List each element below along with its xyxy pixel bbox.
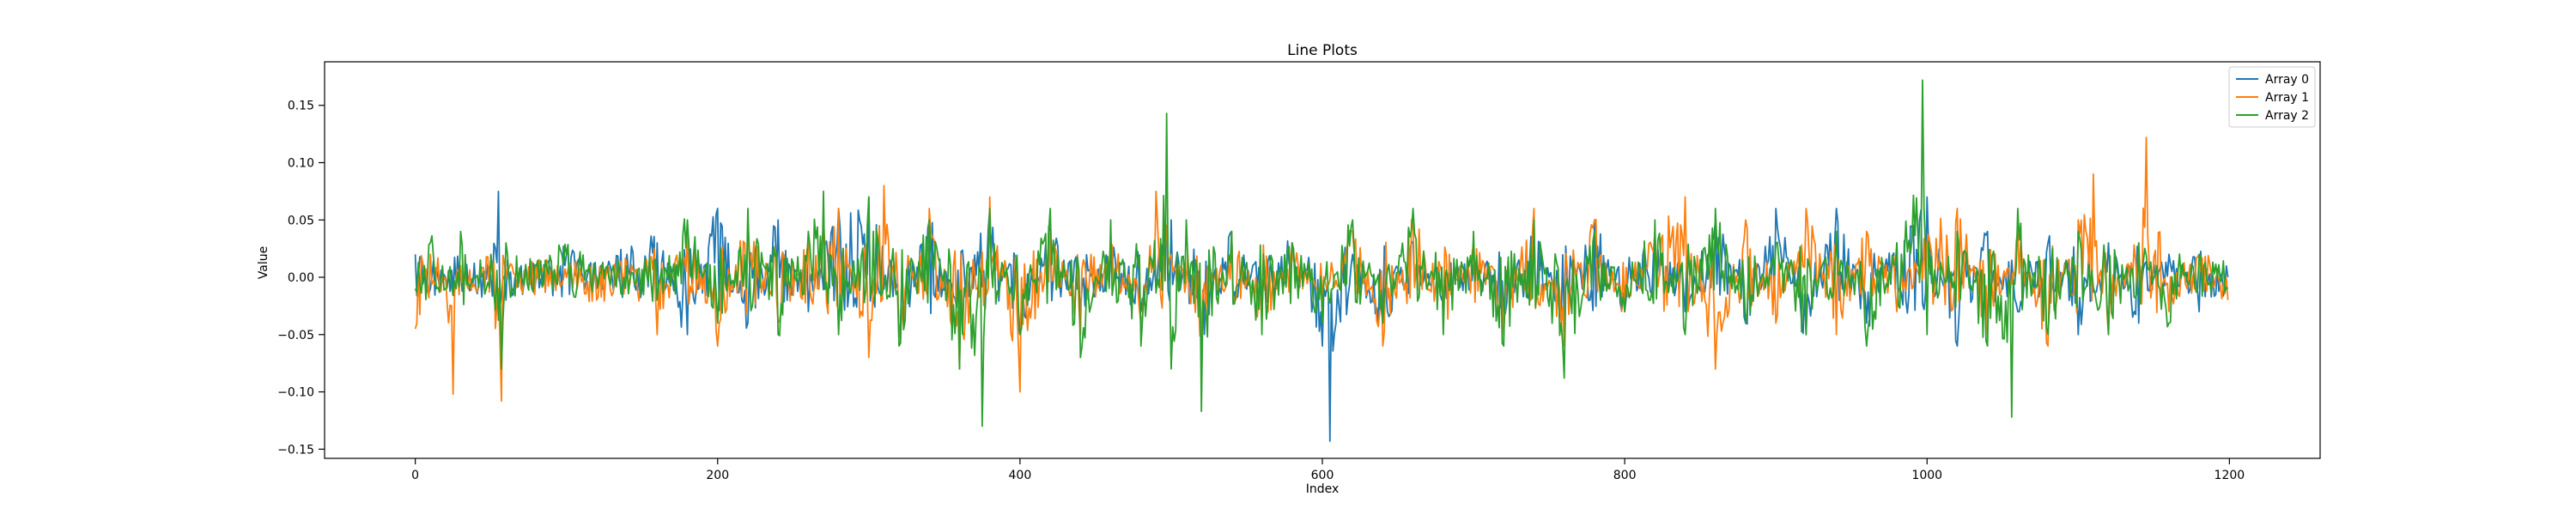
- series-layer: [414, 79, 2229, 442]
- legend-label: Array 1: [2265, 91, 2309, 105]
- y-tick-label: 0.05: [288, 214, 314, 227]
- x-tick-label: 0: [411, 469, 419, 482]
- y-tick-label: −0.15: [277, 443, 314, 457]
- legend-label: Array 0: [2265, 73, 2309, 87]
- tick-layer: 0 200 400 600 800 1000 1200 −0.15 −0.10 −0.05 0.00…: [277, 100, 2245, 482]
- x-tick-label: 600: [1311, 469, 1334, 482]
- y-axis-label: Value: [257, 246, 270, 279]
- legend-label: Array 2: [2265, 109, 2309, 123]
- y-tick-label: 0.15: [288, 100, 314, 113]
- y-tick-label: 0.10: [288, 157, 314, 171]
- x-tick-label: 1200: [2215, 469, 2245, 482]
- legend-box: [2228, 66, 2316, 128]
- x-tick-label: 200: [706, 469, 729, 482]
- x-tick-label: 800: [1613, 469, 1637, 482]
- x-tick-label: 400: [1009, 469, 1032, 482]
- series-line-2: [414, 79, 2229, 427]
- y-tick-label: −0.10: [277, 386, 314, 400]
- y-tick-label: −0.05: [277, 329, 314, 342]
- x-axis-label: Index: [1306, 482, 1340, 496]
- legend: Array 0 Array 1 Array 2: [2228, 66, 2316, 128]
- x-tick-label: 1000: [1911, 469, 1942, 482]
- plot-area-frame: [324, 61, 2321, 459]
- y-tick-label: 0.00: [288, 271, 314, 285]
- chart-title: Line Plots: [1287, 42, 1358, 59]
